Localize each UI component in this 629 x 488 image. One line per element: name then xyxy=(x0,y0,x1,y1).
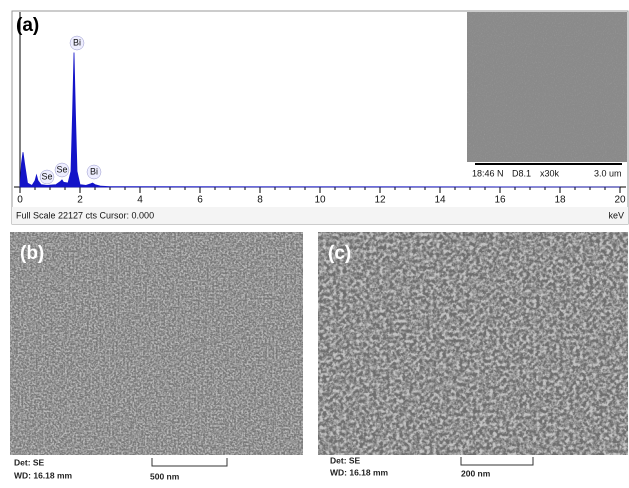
panel-label: (a) xyxy=(16,15,39,36)
x-tick-label: 18 xyxy=(554,195,566,206)
inset-scale: 3.0 um xyxy=(594,168,622,178)
peak-label: Bi xyxy=(73,37,81,47)
x-tick-label: 8 xyxy=(257,195,263,206)
sem-texture-b xyxy=(10,232,303,455)
x-tick-label: 20 xyxy=(614,195,626,206)
panel-label: (c) xyxy=(328,243,351,264)
x-tick-label: 0 xyxy=(17,195,23,206)
sem-texture-c xyxy=(318,232,628,455)
peak-label: Se xyxy=(41,171,52,181)
scale-label: 200 nm xyxy=(461,468,491,478)
detector: Det: SE xyxy=(14,457,45,467)
x-tick-label: 16 xyxy=(494,195,506,206)
x-tick-label: 12 xyxy=(374,195,386,206)
spectrum-area xyxy=(19,52,621,188)
inset-magnification: x30k xyxy=(540,168,560,178)
peak-marker xyxy=(69,35,85,51)
scale-bar xyxy=(460,457,534,466)
panel-label: (b) xyxy=(20,243,44,264)
peak-marker xyxy=(86,164,102,180)
working-distance: WD: 16.18 mm xyxy=(14,470,73,480)
inset-texture xyxy=(467,12,627,162)
x-tick-label: 6 xyxy=(197,195,203,206)
x-tick-label: 2 xyxy=(77,195,83,206)
scale-label: 500 nm xyxy=(150,471,180,481)
working-distance: WD: 16.18 mm xyxy=(330,467,389,477)
x-tick-label: 14 xyxy=(434,195,446,206)
inset-time: 18:46 N xyxy=(472,168,504,178)
spectrum: 0 2 4 6 8 10 12 14 16 18 20 Bi Se Se Bi xyxy=(17,35,626,206)
peak-marker xyxy=(54,162,70,178)
detector: Det: SE xyxy=(330,455,361,465)
x-tick-label: 4 xyxy=(137,195,143,206)
x-unit: keV xyxy=(608,210,624,220)
inset-detector: D8.1 xyxy=(512,168,531,178)
x-tick-label: 10 xyxy=(314,195,326,206)
peak-label: Se xyxy=(56,164,67,174)
scale-bar xyxy=(151,458,228,467)
peak-marker xyxy=(39,169,55,185)
status-bar xyxy=(12,207,628,224)
peak-label: Bi xyxy=(90,166,98,176)
status-text: Full Scale 22127 cts Cursor: 0.000 xyxy=(16,210,154,220)
